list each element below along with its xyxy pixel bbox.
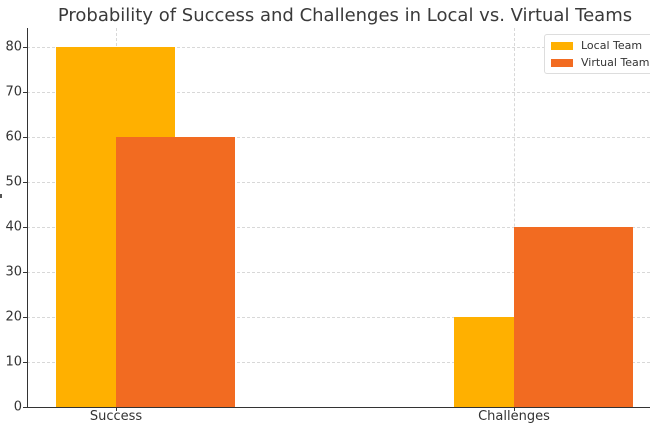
y-tick-mark — [23, 137, 27, 138]
legend-swatch-local — [551, 41, 573, 50]
y-tick-label: 30 — [5, 264, 22, 280]
y-tick-label: 70 — [5, 84, 22, 100]
y-tick-mark — [23, 272, 27, 273]
y-tick-mark — [23, 407, 27, 408]
x-tick-label: Success — [89, 409, 143, 424]
gridline — [27, 137, 650, 138]
y-tick-mark — [23, 47, 27, 48]
y-tick-label: 50 — [5, 174, 22, 190]
legend-swatch-virtual — [551, 58, 573, 67]
gridline — [27, 227, 650, 228]
gridline — [27, 182, 650, 183]
gridline — [27, 317, 650, 318]
y-axis-label-fragment — [0, 194, 2, 198]
y-tick-mark — [23, 227, 27, 228]
y-tick-label: 0 — [13, 399, 22, 415]
gridline — [27, 272, 650, 273]
legend: Local Team Virtual Team — [544, 34, 650, 74]
legend-item-local: Local Team — [551, 39, 642, 52]
legend-item-virtual: Virtual Team — [551, 56, 650, 69]
x-tick-mark — [116, 407, 117, 411]
y-tick-label: 20 — [5, 309, 22, 325]
legend-label-local: Local Team — [581, 39, 643, 52]
x-axis — [27, 407, 650, 408]
y-tick-label: 10 — [5, 354, 22, 370]
x-tick-mark — [514, 407, 515, 411]
y-tick-label: 80 — [5, 39, 22, 55]
y-tick-mark — [23, 317, 27, 318]
y-axis — [27, 28, 28, 408]
y-tick-label: 60 — [5, 129, 22, 145]
y-tick-mark — [23, 362, 27, 363]
chart-title: Probability of Success and Challenges in… — [57, 5, 633, 26]
gridline-vertical — [514, 28, 515, 407]
gridline — [27, 362, 650, 363]
y-tick-mark — [23, 92, 27, 93]
x-tick-label: Challenges — [478, 409, 550, 424]
bar-virtual-team-challenges — [514, 227, 633, 407]
legend-label-virtual: Virtual Team — [581, 56, 650, 69]
gridline — [27, 92, 650, 93]
bar-virtual-team-success — [116, 137, 235, 407]
y-tick-label: 40 — [5, 219, 22, 235]
y-tick-mark — [23, 182, 27, 183]
gridline — [27, 47, 650, 48]
